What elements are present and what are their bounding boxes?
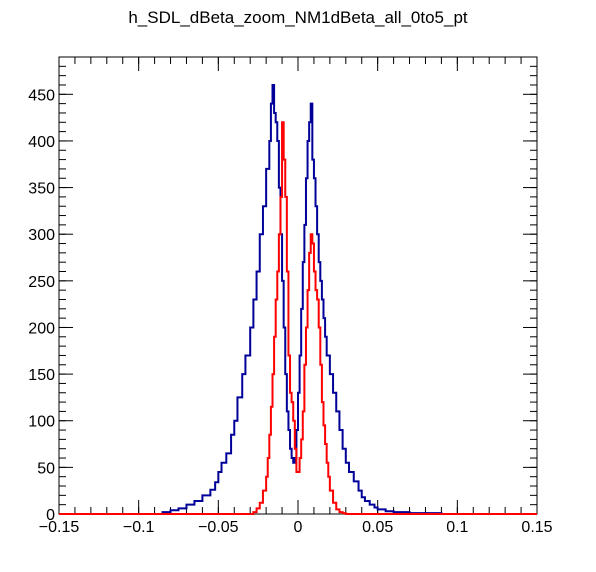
y-tick-label: 450 [28, 87, 55, 104]
x-tick-label: 0 [294, 519, 303, 536]
x-tick-label: 0.15 [521, 519, 552, 536]
y-tick-label: 50 [37, 460, 55, 477]
y-tick-label: 200 [28, 320, 55, 337]
plot-frame [58, 56, 538, 515]
y-tick-label: 400 [28, 134, 55, 151]
y-tick-label: 350 [28, 181, 55, 198]
x-tick-label: −0.1 [123, 519, 155, 536]
minor-ticks [58, 56, 538, 515]
series-line-1 [59, 121, 537, 515]
y-tick-label: 250 [28, 274, 55, 291]
y-tick-label: 0 [46, 507, 55, 524]
y-tick-label: 100 [28, 414, 55, 431]
series-layer [59, 83, 537, 515]
y-tick-label: 300 [28, 227, 55, 244]
x-tick-label: −0.15 [39, 519, 80, 536]
x-tick-label: 0.1 [446, 519, 468, 536]
chart-title: h_SDL_dBeta_zoom_NM1dBeta_all_0to5_pt [128, 8, 468, 27]
y-tick-label: 150 [28, 367, 55, 384]
y-axis: 0 50 100 150 200 250 300 350 400 450 [28, 87, 537, 524]
series-line-0 [59, 83, 537, 515]
x-tick-label: 0.05 [362, 519, 393, 536]
x-tick-label: −0.05 [198, 519, 239, 536]
